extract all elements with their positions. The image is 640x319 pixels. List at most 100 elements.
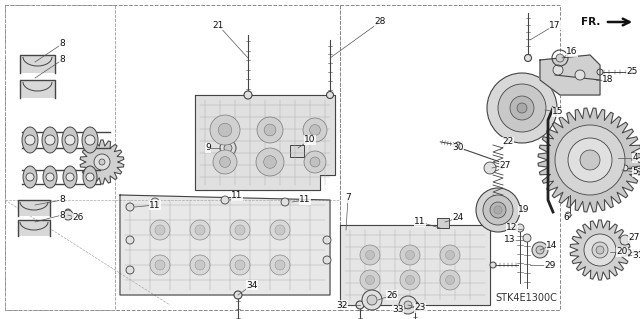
Text: FR.: FR.: [580, 17, 600, 27]
Text: 26: 26: [387, 291, 397, 300]
Bar: [340, 5, 560, 310]
Circle shape: [584, 234, 616, 266]
Circle shape: [455, 142, 461, 148]
Circle shape: [399, 296, 417, 314]
Bar: [5, 5, 115, 310]
Circle shape: [213, 150, 237, 174]
Circle shape: [490, 202, 506, 218]
Ellipse shape: [62, 127, 78, 153]
Circle shape: [622, 165, 628, 171]
Circle shape: [487, 73, 557, 143]
Text: 5: 5: [632, 167, 638, 176]
Text: 23: 23: [414, 303, 426, 313]
Text: 8: 8: [59, 196, 65, 204]
Circle shape: [440, 270, 460, 290]
Text: 25: 25: [627, 68, 637, 77]
Text: 11: 11: [231, 191, 243, 201]
Circle shape: [26, 173, 34, 181]
Circle shape: [323, 256, 331, 264]
Ellipse shape: [63, 166, 77, 188]
Circle shape: [155, 225, 165, 235]
Circle shape: [86, 173, 94, 181]
Circle shape: [220, 140, 236, 156]
Polygon shape: [195, 95, 335, 190]
Circle shape: [46, 173, 54, 181]
Text: 30: 30: [452, 144, 464, 152]
Text: 32: 32: [336, 300, 348, 309]
Circle shape: [126, 266, 134, 274]
Text: 20: 20: [616, 248, 628, 256]
Circle shape: [230, 220, 250, 240]
Polygon shape: [540, 55, 600, 95]
Text: 29: 29: [544, 261, 556, 270]
Text: 16: 16: [566, 48, 578, 56]
Text: 8: 8: [59, 211, 65, 219]
Text: 34: 34: [246, 280, 258, 290]
Bar: [290, 145, 304, 157]
Circle shape: [264, 124, 276, 136]
Circle shape: [556, 54, 564, 62]
Circle shape: [190, 220, 210, 240]
Circle shape: [310, 125, 321, 135]
Circle shape: [400, 270, 420, 290]
Circle shape: [195, 225, 205, 235]
Circle shape: [220, 157, 230, 167]
Ellipse shape: [42, 127, 58, 153]
Circle shape: [484, 162, 496, 174]
Circle shape: [310, 157, 320, 167]
Circle shape: [445, 250, 454, 259]
Circle shape: [510, 96, 534, 120]
Circle shape: [275, 225, 285, 235]
Text: 6: 6: [563, 213, 569, 222]
Circle shape: [151, 198, 159, 206]
Text: 8: 8: [59, 40, 65, 48]
Circle shape: [150, 255, 170, 275]
Text: 11: 11: [149, 201, 161, 210]
Circle shape: [597, 69, 603, 75]
Circle shape: [234, 291, 242, 299]
Circle shape: [257, 117, 283, 143]
Text: 19: 19: [518, 205, 530, 214]
Text: 27: 27: [499, 160, 511, 169]
Circle shape: [218, 123, 232, 137]
Bar: [18, 220, 50, 236]
Text: 11: 11: [300, 196, 311, 204]
Bar: [18, 200, 50, 216]
Circle shape: [365, 250, 374, 259]
Circle shape: [532, 242, 548, 258]
Text: 13: 13: [504, 235, 516, 244]
Bar: [5, 5, 340, 310]
Circle shape: [303, 118, 327, 142]
Circle shape: [65, 209, 71, 215]
Text: 17: 17: [549, 20, 561, 29]
Text: 28: 28: [374, 18, 386, 26]
Polygon shape: [538, 108, 640, 212]
Circle shape: [264, 156, 276, 168]
Text: 12: 12: [506, 224, 518, 233]
Circle shape: [25, 135, 35, 145]
Circle shape: [356, 301, 364, 309]
Ellipse shape: [23, 166, 37, 188]
Text: 7: 7: [345, 194, 351, 203]
Polygon shape: [120, 195, 330, 295]
Circle shape: [235, 260, 245, 270]
Circle shape: [365, 276, 374, 285]
Text: 26: 26: [72, 213, 84, 222]
Circle shape: [517, 103, 527, 113]
Circle shape: [523, 234, 531, 242]
Circle shape: [406, 276, 415, 285]
Circle shape: [412, 301, 419, 308]
Circle shape: [494, 206, 502, 214]
Ellipse shape: [22, 127, 38, 153]
Circle shape: [304, 151, 326, 173]
Circle shape: [362, 290, 382, 310]
Circle shape: [190, 255, 210, 275]
Text: 15: 15: [552, 108, 564, 116]
Circle shape: [445, 276, 454, 285]
Circle shape: [235, 225, 245, 235]
Circle shape: [367, 295, 377, 305]
Circle shape: [270, 220, 290, 240]
Circle shape: [490, 262, 496, 268]
Circle shape: [525, 55, 531, 62]
Circle shape: [326, 92, 333, 99]
